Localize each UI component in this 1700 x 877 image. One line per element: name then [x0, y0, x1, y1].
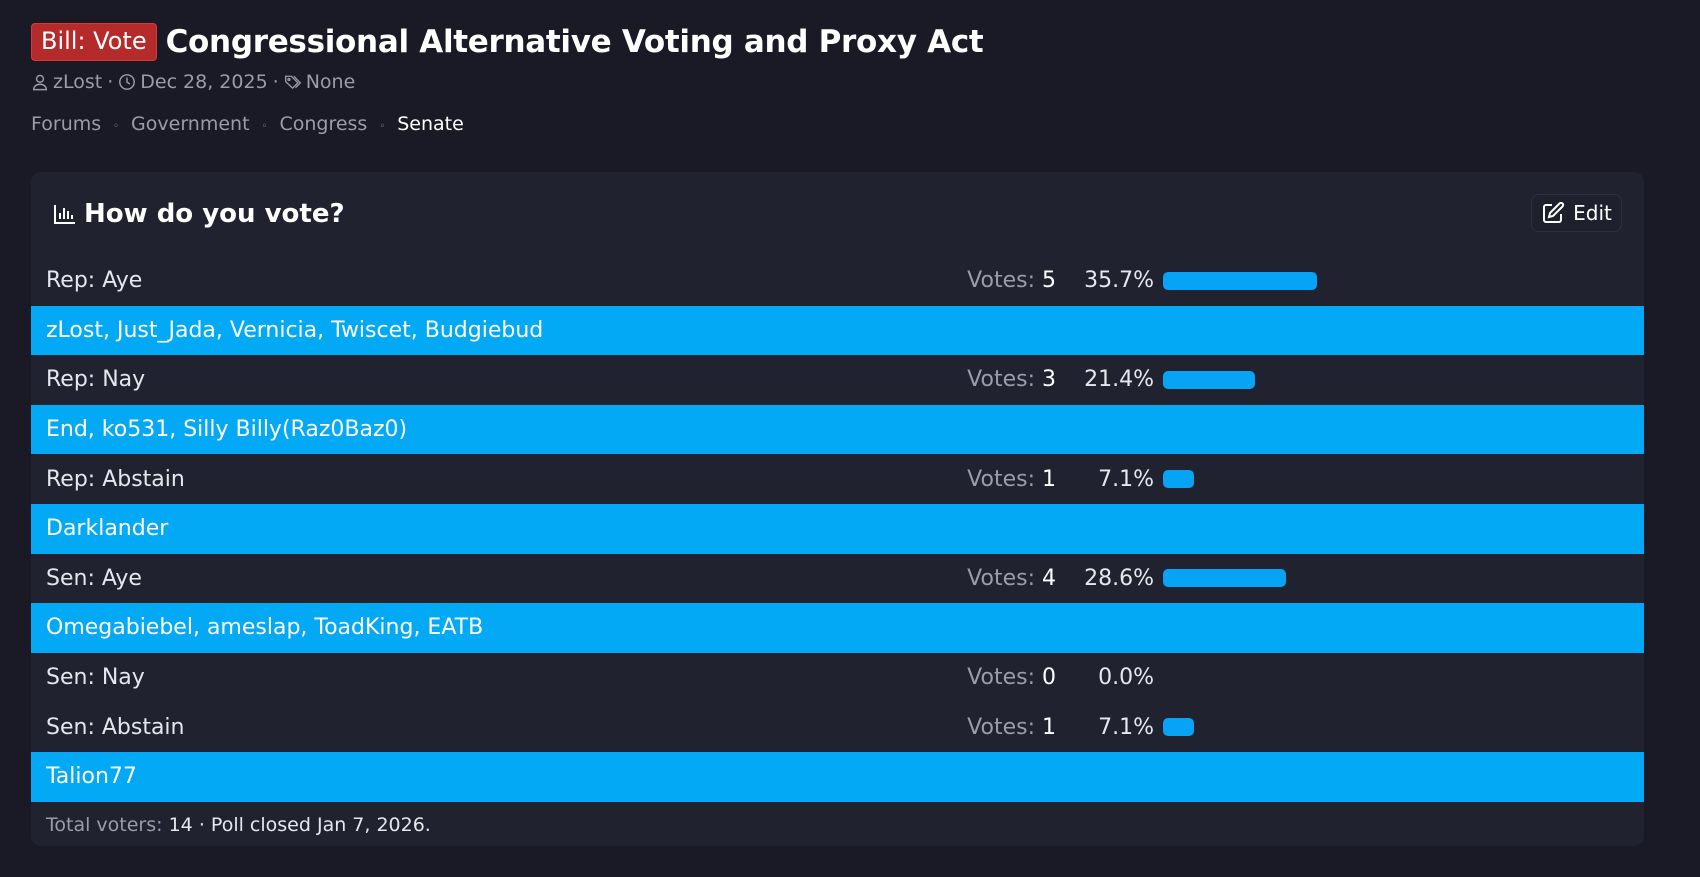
poll-voters-row: zLost, Just_Jada, Vernicia, Twiscet, Bud…: [31, 305, 1644, 356]
poll-option-votes: Votes: 1: [967, 715, 1056, 740]
poll-option-label: Rep: Aye: [46, 268, 143, 294]
votes-label: Votes:: [967, 565, 1035, 591]
poll-option-percent: 28.6%: [1084, 565, 1154, 591]
poll-option-votes: Votes: 4: [967, 566, 1056, 591]
bar-chart-icon: [54, 205, 75, 224]
poll-option-percent: 7.1%: [1098, 466, 1154, 492]
poll-option-bar: [1163, 569, 1443, 588]
breadcrumb-item-government[interactable]: Government: [131, 113, 250, 135]
poll-option-row: Rep: Abstain Votes: 1 7.1%: [31, 454, 1644, 504]
poll-voters-list[interactable]: Omegabiebel, ameslap, ToadKing, EATB: [46, 615, 484, 641]
meta-separator: ·: [272, 71, 279, 93]
poll-closed-text: Poll closed Jan 7, 2026.: [210, 814, 431, 836]
poll-block: How do you vote? Edit Rep: Aye Votes: 5 35…: [31, 172, 1644, 846]
votes-label: Votes:: [967, 466, 1035, 492]
total-voters-count: 14: [168, 814, 193, 836]
poll-voters-row: Omegabiebel, ameslap, ToadKing, EATB: [31, 603, 1644, 653]
total-voters-label: Total voters:: [46, 814, 163, 836]
poll-option-bar-fill: [1163, 718, 1194, 737]
poll-option-row: Sen: Abstain Votes: 1 7.1%: [31, 702, 1644, 752]
poll-option-bar: [1163, 718, 1443, 737]
meta-separator: ·: [107, 71, 114, 93]
poll-option-label: Sen: Nay: [46, 665, 145, 691]
poll-option-bar-fill: [1163, 271, 1317, 290]
votes-count: 1: [1042, 714, 1056, 740]
votes-count: 3: [1042, 367, 1056, 393]
votes-count: 5: [1042, 268, 1056, 294]
poll-option-label: Sen: Aye: [46, 565, 142, 591]
poll-option-votes: Votes: 0: [967, 665, 1056, 690]
poll-option-bar: [1163, 470, 1443, 489]
breadcrumb-item-senate[interactable]: Senate: [397, 113, 464, 135]
edit-icon: [1543, 201, 1565, 223]
poll-option-votes: Votes: 3: [967, 367, 1056, 392]
breadcrumb-separator: ◦: [113, 120, 120, 132]
thread-title: Congressional Alternative Voting and Pro…: [165, 24, 984, 60]
poll-option-label: Rep: Nay: [46, 367, 146, 393]
poll-option-bar-fill: [1163, 470, 1194, 489]
poll-voters-list[interactable]: zLost, Just_Jada, Vernicia, Twiscet, Bud…: [46, 317, 544, 343]
edit-label: Edit: [1573, 201, 1612, 225]
poll-option-label: Sen: Abstain: [46, 714, 185, 740]
poll-option-votes: Votes: 1: [967, 467, 1056, 492]
poll-option-row: Rep: Nay Votes: 3 21.4%: [31, 355, 1644, 405]
edit-poll-button[interactable]: Edit: [1531, 194, 1622, 232]
poll-title: How do you vote?: [84, 199, 345, 229]
poll-option-row: Rep: Aye Votes: 5 35.7%: [31, 256, 1644, 306]
poll-option-row: Sen: Nay Votes: 0 0.0%: [31, 652, 1644, 703]
thread-date[interactable]: Dec 28, 2025: [140, 71, 268, 93]
poll-voters-row: End, ko531, Silly Billy(Raz0Baz0): [31, 404, 1644, 455]
thread-prefix-badge[interactable]: Bill: Vote: [31, 22, 157, 62]
poll-option-label: Rep: Abstain: [46, 466, 185, 492]
breadcrumb-item-congress[interactable]: Congress: [279, 113, 368, 135]
votes-count: 1: [1042, 466, 1056, 492]
thread-author[interactable]: zLost: [53, 71, 103, 93]
poll-option-bar: [1163, 669, 1443, 687]
tags-icon: [284, 75, 302, 90]
thread-tags: None: [305, 71, 356, 93]
poll-option-percent: 35.7%: [1084, 268, 1154, 294]
footer-separator: ·: [198, 814, 205, 836]
poll-footer: Total voters: 14 · Poll closed Jan 7, 20…: [46, 814, 431, 836]
poll-option-percent: 0.0%: [1098, 665, 1154, 691]
poll-voters-list[interactable]: Darklander: [46, 516, 169, 542]
votes-count: 0: [1042, 665, 1056, 691]
poll-option-bar-fill: [1163, 370, 1255, 389]
votes-label: Votes:: [967, 367, 1035, 393]
votes-label: Votes:: [967, 268, 1035, 294]
title-row: Bill: Vote Congressional Alternative Vot…: [31, 20, 1669, 64]
poll-option-bar: [1163, 271, 1443, 290]
breadcrumb-separator: ◦: [379, 120, 386, 132]
poll-voters-row: Darklander: [31, 503, 1644, 554]
breadcrumb: Forums ◦ Government ◦ Congress ◦ Senate: [31, 112, 1669, 136]
poll-option-row: Sen: Aye Votes: 4 28.6%: [31, 553, 1644, 604]
poll-option-bar-fill: [1163, 569, 1286, 588]
breadcrumb-item-forums[interactable]: Forums: [31, 113, 102, 135]
poll-option-percent: 7.1%: [1098, 714, 1154, 740]
poll-voters-list[interactable]: End, ko531, Silly Billy(Raz0Baz0): [46, 417, 408, 443]
poll-option-votes: Votes: 5: [967, 268, 1056, 293]
thread-meta: zLost · Dec 28, 2025 · None: [31, 70, 1669, 94]
poll-voters-row: Talion77: [31, 751, 1644, 802]
poll-option-percent: 21.4%: [1084, 367, 1154, 393]
breadcrumb-separator: ◦: [261, 120, 268, 132]
poll-header: How do you vote? Edit: [31, 172, 1644, 256]
poll-voters-list[interactable]: Talion77: [46, 764, 137, 790]
votes-count: 4: [1042, 565, 1056, 591]
poll-results: Rep: Aye Votes: 5 35.7% zLost, Just_Jada, V…: [31, 256, 1644, 802]
clock-icon: [119, 74, 136, 90]
poll-option-bar: [1163, 370, 1443, 389]
votes-label: Votes:: [967, 714, 1035, 740]
votes-label: Votes:: [967, 665, 1035, 691]
user-icon: [32, 74, 48, 91]
